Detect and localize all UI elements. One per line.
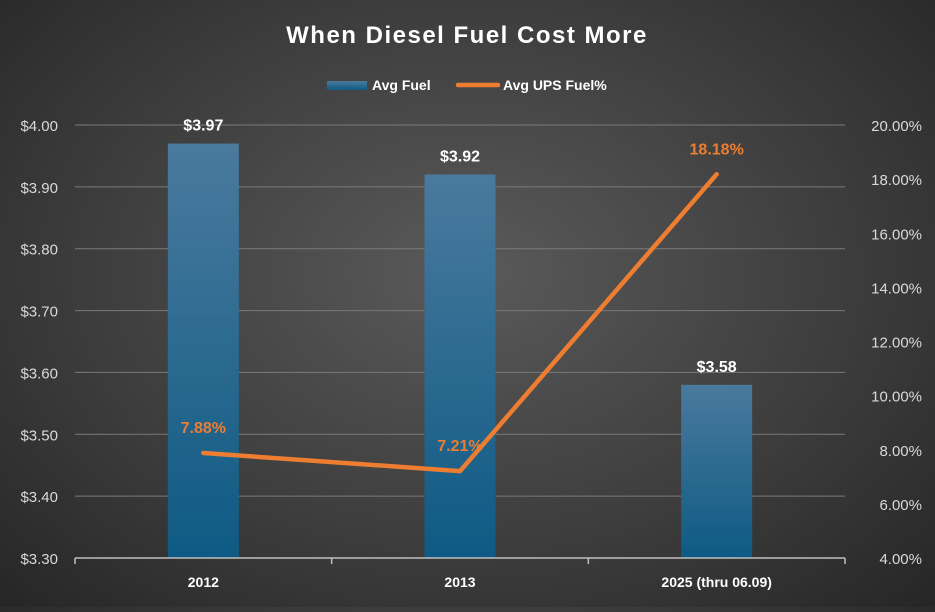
line-value-label: 7.21% [437, 438, 482, 455]
y-right-tick-label: 6.00% [879, 497, 922, 514]
axes: $3.30 $3.40 $3.50 $3.60 $3.70 $3.80 $3.90 $4.00… [20, 118, 922, 590]
bar-series [167, 143, 753, 559]
y-left-tick-label: $3.90 [20, 180, 58, 197]
legend-swatch-avg-fuel [327, 81, 367, 90]
line-point [714, 172, 719, 177]
legend-label-avg-fuel: Avg Fuel [372, 77, 431, 93]
bar [424, 174, 496, 558]
y-right-tick-label: 12.00% [871, 335, 922, 352]
y-right-tick-label: 4.00% [879, 551, 922, 568]
bar-value-label: $3.58 [697, 359, 737, 376]
line-point [201, 450, 206, 455]
y-left-tick-label: $3.40 [20, 489, 58, 506]
chart-title: When Diesel Fuel Cost More [286, 22, 648, 49]
line-point [458, 469, 462, 474]
line-value-label: 7.88% [181, 420, 226, 437]
y-left-tick-label: $3.60 [20, 365, 58, 382]
bar [167, 143, 239, 559]
bar-value-label: $3.97 [183, 118, 223, 135]
y-right-tick-label: 14.00% [871, 280, 922, 297]
y-left-tick-label: $3.30 [20, 551, 58, 568]
y-right-tick-label: 18.00% [871, 172, 922, 189]
bar-value-label: $3.92 [440, 148, 480, 165]
y-right-tick-label: 10.00% [871, 389, 922, 406]
y-left-tick-label: $3.70 [20, 304, 58, 321]
legend: Avg Fuel Avg UPS Fuel% [327, 77, 607, 93]
data-labels: $3.97 $3.92 $3.58 7.88% 7.21% 18.18% [181, 118, 744, 456]
bar [681, 384, 753, 558]
y-right-tick-label: 16.00% [871, 226, 922, 243]
y-left-tick-label: $4.00 [20, 118, 58, 135]
line-series [201, 172, 719, 474]
y-left-tick-label: $3.80 [20, 242, 58, 259]
legend-label-ups-fuel: Avg UPS Fuel% [503, 77, 607, 93]
x-tick-label: 2025 (thru 06.09) [661, 574, 772, 590]
y-right-tick-label: 20.00% [871, 118, 922, 135]
y-right-tick-label: 8.00% [879, 443, 922, 460]
x-tick-label: 2013 [444, 574, 475, 590]
x-tick-label: 2012 [188, 574, 219, 590]
y-left-tick-label: $3.50 [20, 427, 58, 444]
line-value-label: 18.18% [690, 141, 744, 158]
